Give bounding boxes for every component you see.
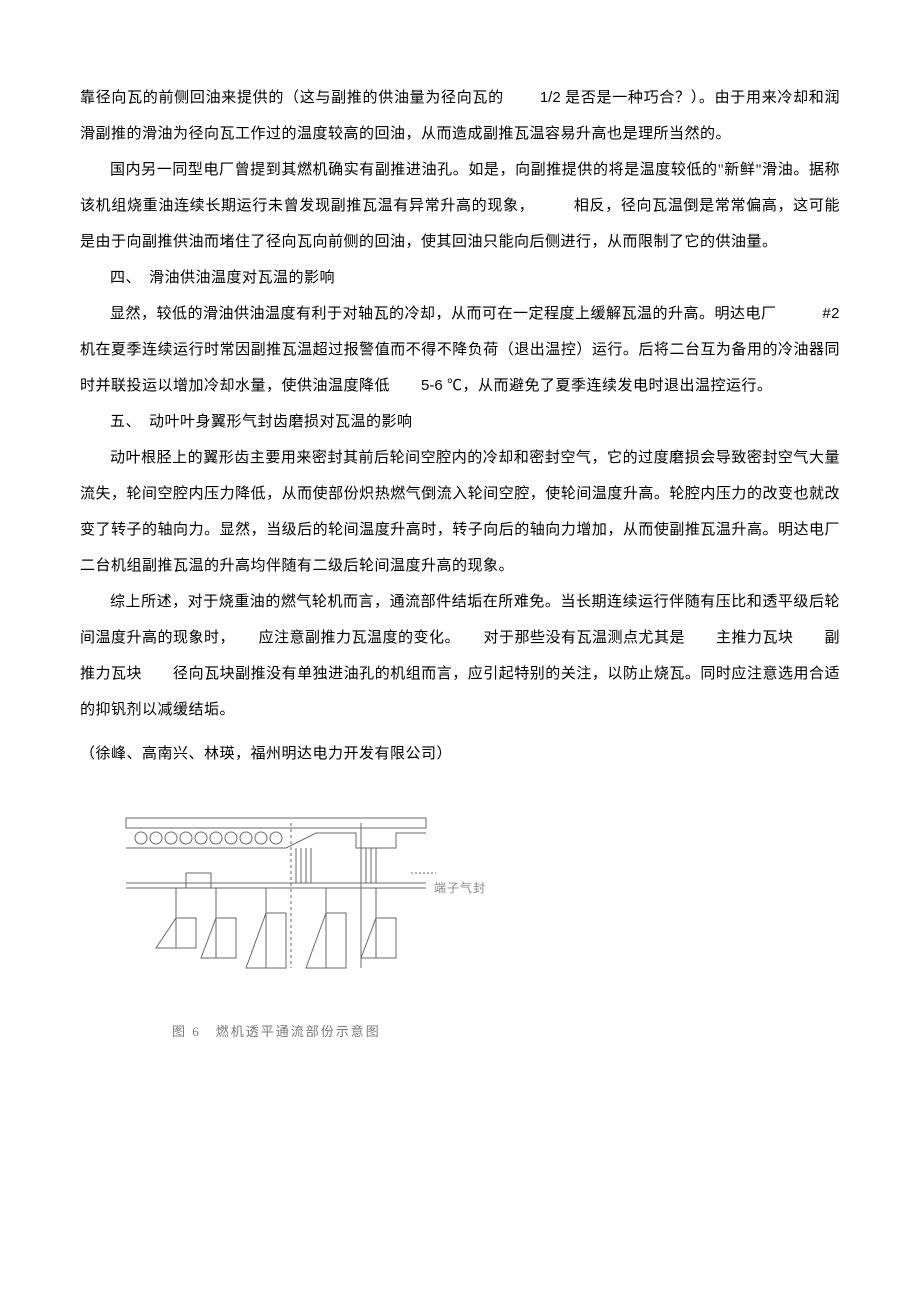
paragraph-3: 显然，较低的滑油供油温度有利于对轴瓦的冷却，从而可在一定程度上缓解瓦温的升高。明…: [80, 296, 840, 332]
figure-6: 端子气封 图 6 燃机透平通流部份示意图: [116, 788, 840, 1047]
author-text: （徐峰、高南兴、林瑛，福州明达电力开发有限公司）: [80, 746, 452, 762]
sec5-title-text: 五、 动叶叶身翼形气封齿磨损对瓦温的影响: [110, 414, 413, 430]
p5-text: 综上所述，对于烧重油的燃气轮机而言，通流部件结垢在所难免。当长期连续运行伴随有压…: [80, 594, 840, 718]
paragraph-4: 动叶根胫上的翼形齿主要用来密封其前后轮间空腔内的冷却和密封空气，它的过度磨损会导…: [80, 440, 840, 584]
p3-text-c: ℃，从而避免了夏季连续发电时退出温控运行。: [443, 378, 773, 394]
paragraph-1: 靠径向瓦的前侧回油来提供的（这与副推的供油量为径向瓦的1/2 是否是一种巧合？）…: [80, 80, 840, 152]
p3-temp-num: 5-6: [421, 377, 443, 394]
diagram-annotation-label: 端子气封: [434, 874, 486, 903]
section-4-title: 四、 滑油供油温度对瓦温的影响: [80, 260, 840, 296]
paragraph-2: 国内另一同型电厂曾提到其燃机确实有副推进油孔。如是，向副推提供的将是温度较低的"…: [80, 152, 840, 260]
p2-text: 国内另一同型电厂曾提到其燃机确实有副推进油孔。如是，向副推提供的将是温度较低的"…: [80, 162, 840, 250]
author-line: （徐峰、高南兴、林瑛，福州明达电力开发有限公司）: [80, 736, 840, 772]
unit-number-hash: #2: [792, 296, 840, 332]
figure-6-caption: 图 6 燃机透平通流部份示意图: [172, 1016, 840, 1047]
p1-text-a: 靠径向瓦的前侧回油来提供的（这与副推的供油量为径向瓦的: [80, 90, 504, 106]
paragraph-3b: 机在夏季连续运行时常因副推瓦温超过报警值而不得不降负荷（退出温控）运行。后将二台…: [80, 332, 840, 404]
sec4-title-text: 四、 滑油供油温度对瓦温的影响: [110, 270, 335, 286]
figure-6-diagram: 端子气封: [116, 788, 436, 988]
p1-fraction: 1/2: [504, 89, 561, 106]
section-5-title: 五、 动叶叶身翼形气封齿磨损对瓦温的影响: [80, 404, 840, 440]
turbine-schematic-icon: [116, 788, 436, 988]
paragraph-5: 综上所述，对于烧重油的燃气轮机而言，通流部件结垢在所难免。当长期连续运行伴随有压…: [80, 584, 840, 728]
p4-text: 动叶根胫上的翼形齿主要用来密封其前后轮间空腔内的冷却和密封空气，它的过度磨损会导…: [80, 450, 840, 574]
p3-text-a: 显然，较低的滑油供油温度有利于对轴瓦的冷却，从而可在一定程度上缓解瓦温的升高。明…: [110, 306, 777, 322]
